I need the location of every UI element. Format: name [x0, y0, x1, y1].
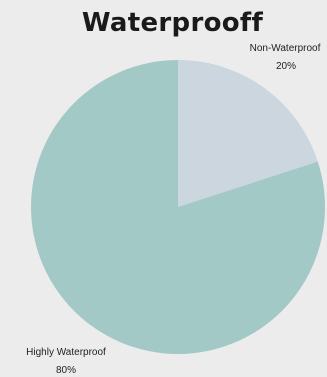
pie-slices: [30, 60, 326, 354]
slice-percent-highly-waterproof: 80%: [56, 365, 76, 376]
slice-label-highly-waterproof: Highly Waterproof: [26, 347, 106, 358]
pie-slice-non-waterproof: [178, 60, 318, 207]
slice-label-non-waterproof: Non-Waterproof: [250, 43, 321, 54]
chart-title: Waterprooff: [81, 8, 264, 38]
pie-labels: Non-Waterproof 20% Highly Waterproof 80%: [26, 43, 320, 376]
pie-slice-highly-waterproof: [30, 60, 326, 354]
slice-percent-non-waterproof: 20%: [276, 61, 296, 72]
